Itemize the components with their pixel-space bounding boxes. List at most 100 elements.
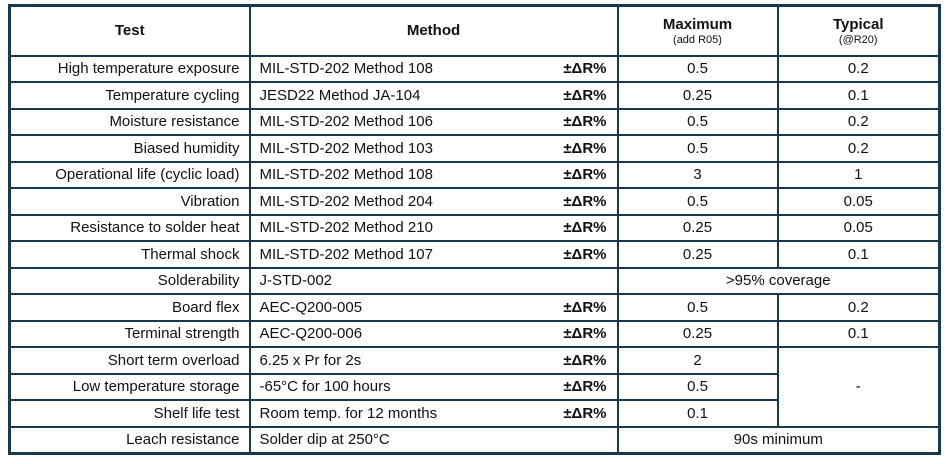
table-row: Temperature cycling JESD22 Method JA-104… <box>8 81 941 110</box>
method-cell: J-STD-002 <box>248 266 619 295</box>
method-cell: AEC-Q200-005 ±ΔR% <box>248 293 619 322</box>
table-row: Thermal shock MIL-STD-202 Method 107 ±ΔR%… <box>8 240 941 269</box>
typical-merged-value: - <box>776 346 941 428</box>
method-cell: JESD22 Method JA-104 ±ΔR% <box>248 81 619 110</box>
header-row: Test Method Maximum (add R05) Typical (@… <box>8 4 941 57</box>
typical-value: 0.2 <box>776 293 941 322</box>
typical-value: 0.2 <box>776 54 941 83</box>
test-name: Operational life (cyclic load) <box>8 160 251 189</box>
delta-r-label: ±ΔR% <box>563 245 607 263</box>
delta-r-label: ±ΔR% <box>563 378 607 396</box>
maximum-value: 0.25 <box>616 240 779 269</box>
typical-header-label: Typical <box>832 15 884 33</box>
delta-r-label: ±ΔR% <box>563 192 607 210</box>
method-text: MIL-STD-202 Method 103 <box>259 139 433 157</box>
test-name: Resistance to solder heat <box>8 213 251 242</box>
method-cell: AEC-Q200-006 ±ΔR% <box>248 319 619 348</box>
typical-value: 0.1 <box>776 319 941 348</box>
delta-r-label: ±ΔR% <box>563 404 607 422</box>
method-text: MIL-STD-202 Method 204 <box>259 192 433 210</box>
merged-result-value: >95% coverage <box>616 266 941 295</box>
delta-r-label: ±ΔR% <box>563 139 607 157</box>
method-text: AEC-Q200-006 <box>259 325 363 343</box>
table-row: Resistance to solder heat MIL-STD-202 Me… <box>8 213 941 242</box>
test-name: Thermal shock <box>8 240 251 269</box>
qualification-test-table: Test Method Maximum (add R05) Typical (@… <box>8 4 941 455</box>
maximum-value: 0.5 <box>616 187 779 216</box>
delta-r-label: ±ΔR% <box>563 298 607 316</box>
merged-result-value: 90s minimum <box>616 425 941 454</box>
method-cell: -65°C for 100 hours ±ΔR% <box>248 372 619 401</box>
typical-value: 1 <box>776 160 941 189</box>
typical-value: 0.2 <box>776 107 941 136</box>
table-row: Leach resistance Solder dip at 250°C 90s… <box>8 425 941 454</box>
method-cell: 6.25 x Pr for 2s ±ΔR% <box>248 346 619 375</box>
col-header-method: Method <box>248 4 619 57</box>
method-cell: MIL-STD-202 Method 210 ±ΔR% <box>248 213 619 242</box>
typical-value: 0.2 <box>776 134 941 163</box>
method-text: Room temp. for 12 months <box>259 404 438 422</box>
method-text: J-STD-002 <box>259 272 333 290</box>
delta-r-label: ±ΔR% <box>563 351 607 369</box>
typical-value: 0.05 <box>776 187 941 216</box>
typical-value: 0.1 <box>776 81 941 110</box>
test-name: Terminal strength <box>8 319 251 348</box>
test-name: Short term overload <box>8 346 251 375</box>
table-row: Board flex AEC-Q200-005 ±ΔR% 0.5 0.2 <box>8 293 941 322</box>
method-text: -65°C for 100 hours <box>259 378 391 396</box>
method-text: MIL-STD-202 Method 210 <box>259 219 433 237</box>
table-row: Biased humidity MIL-STD-202 Method 103 ±Δ… <box>8 134 941 163</box>
method-text: MIL-STD-202 Method 108 <box>259 166 433 184</box>
table-row: Shelf life test Room temp. for 12 months… <box>8 399 940 428</box>
delta-r-label: ±ΔR% <box>563 113 607 131</box>
maximum-value: 0.25 <box>616 213 779 242</box>
table-row: Vibration MIL-STD-202 Method 204 ±ΔR% 0.5… <box>8 187 941 216</box>
table-row: Terminal strength AEC-Q200-006 ±ΔR% 0.25 … <box>8 319 941 348</box>
method-text: JESD22 Method JA-104 <box>259 86 421 104</box>
test-name: Biased humidity <box>8 134 251 163</box>
test-name: Low temperature storage <box>8 372 251 401</box>
col-header-test: Test <box>8 4 251 57</box>
test-name: Moisture resistance <box>8 107 251 136</box>
table-row: Solderability J-STD-002 >95% coverage <box>8 266 941 295</box>
method-cell: MIL-STD-202 Method 103 ±ΔR% <box>248 134 619 163</box>
method-text: MIL-STD-202 Method 108 <box>259 60 433 78</box>
typical-value: 0.1 <box>776 240 941 269</box>
maximum-value: 0.5 <box>616 134 779 163</box>
method-cell: MIL-STD-202 Method 204 ±ΔR% <box>248 187 619 216</box>
delta-r-label: ±ΔR% <box>563 219 607 237</box>
maximum-header-label: Maximum <box>662 15 733 33</box>
method-cell: MIL-STD-202 Method 108 ±ΔR% <box>248 160 619 189</box>
test-name: Shelf life test <box>8 399 251 428</box>
col-header-maximum: Maximum (add R05) <box>616 4 779 57</box>
method-cell: Room temp. for 12 months ±ΔR% <box>248 399 619 428</box>
test-name: Solderability <box>8 266 251 295</box>
table-row: Moisture resistance MIL-STD-202 Method 1… <box>8 107 941 136</box>
maximum-value: 0.25 <box>616 319 779 348</box>
test-name: Temperature cycling <box>8 81 251 110</box>
delta-r-label: ±ΔR% <box>563 325 607 343</box>
table-row: Operational life (cyclic load) MIL-STD-2… <box>8 160 941 189</box>
maximum-value: 0.5 <box>616 372 779 401</box>
test-name: Leach resistance <box>8 425 251 454</box>
delta-r-label: ±ΔR% <box>563 166 607 184</box>
test-name: Vibration <box>8 187 251 216</box>
method-cell: MIL-STD-202 Method 108 ±ΔR% <box>248 54 619 83</box>
maximum-value: 0.5 <box>616 293 779 322</box>
maximum-value: 2 <box>616 346 779 375</box>
col-header-typical: Typical (@R20) <box>776 4 941 57</box>
table-row: High temperature exposure MIL-STD-202 Me… <box>8 54 941 83</box>
typical-value: 0.05 <box>776 213 941 242</box>
method-text: MIL-STD-202 Method 107 <box>259 245 433 263</box>
typical-header-sublabel: (@R20) <box>838 33 878 46</box>
method-text: AEC-Q200-005 <box>259 298 363 316</box>
method-text: MIL-STD-202 Method 106 <box>259 113 433 131</box>
maximum-value: 0.1 <box>616 399 779 428</box>
delta-r-label: ±ΔR% <box>563 86 607 104</box>
maximum-value: 0.25 <box>616 81 779 110</box>
test-name: High temperature exposure <box>8 54 251 83</box>
table-row: Short term overload 6.25 x Pr for 2s ±ΔR%… <box>8 346 941 428</box>
method-cell: Solder dip at 250°C <box>248 425 619 454</box>
delta-r-label: ±ΔR% <box>563 60 607 78</box>
maximum-value: 0.5 <box>616 54 779 83</box>
